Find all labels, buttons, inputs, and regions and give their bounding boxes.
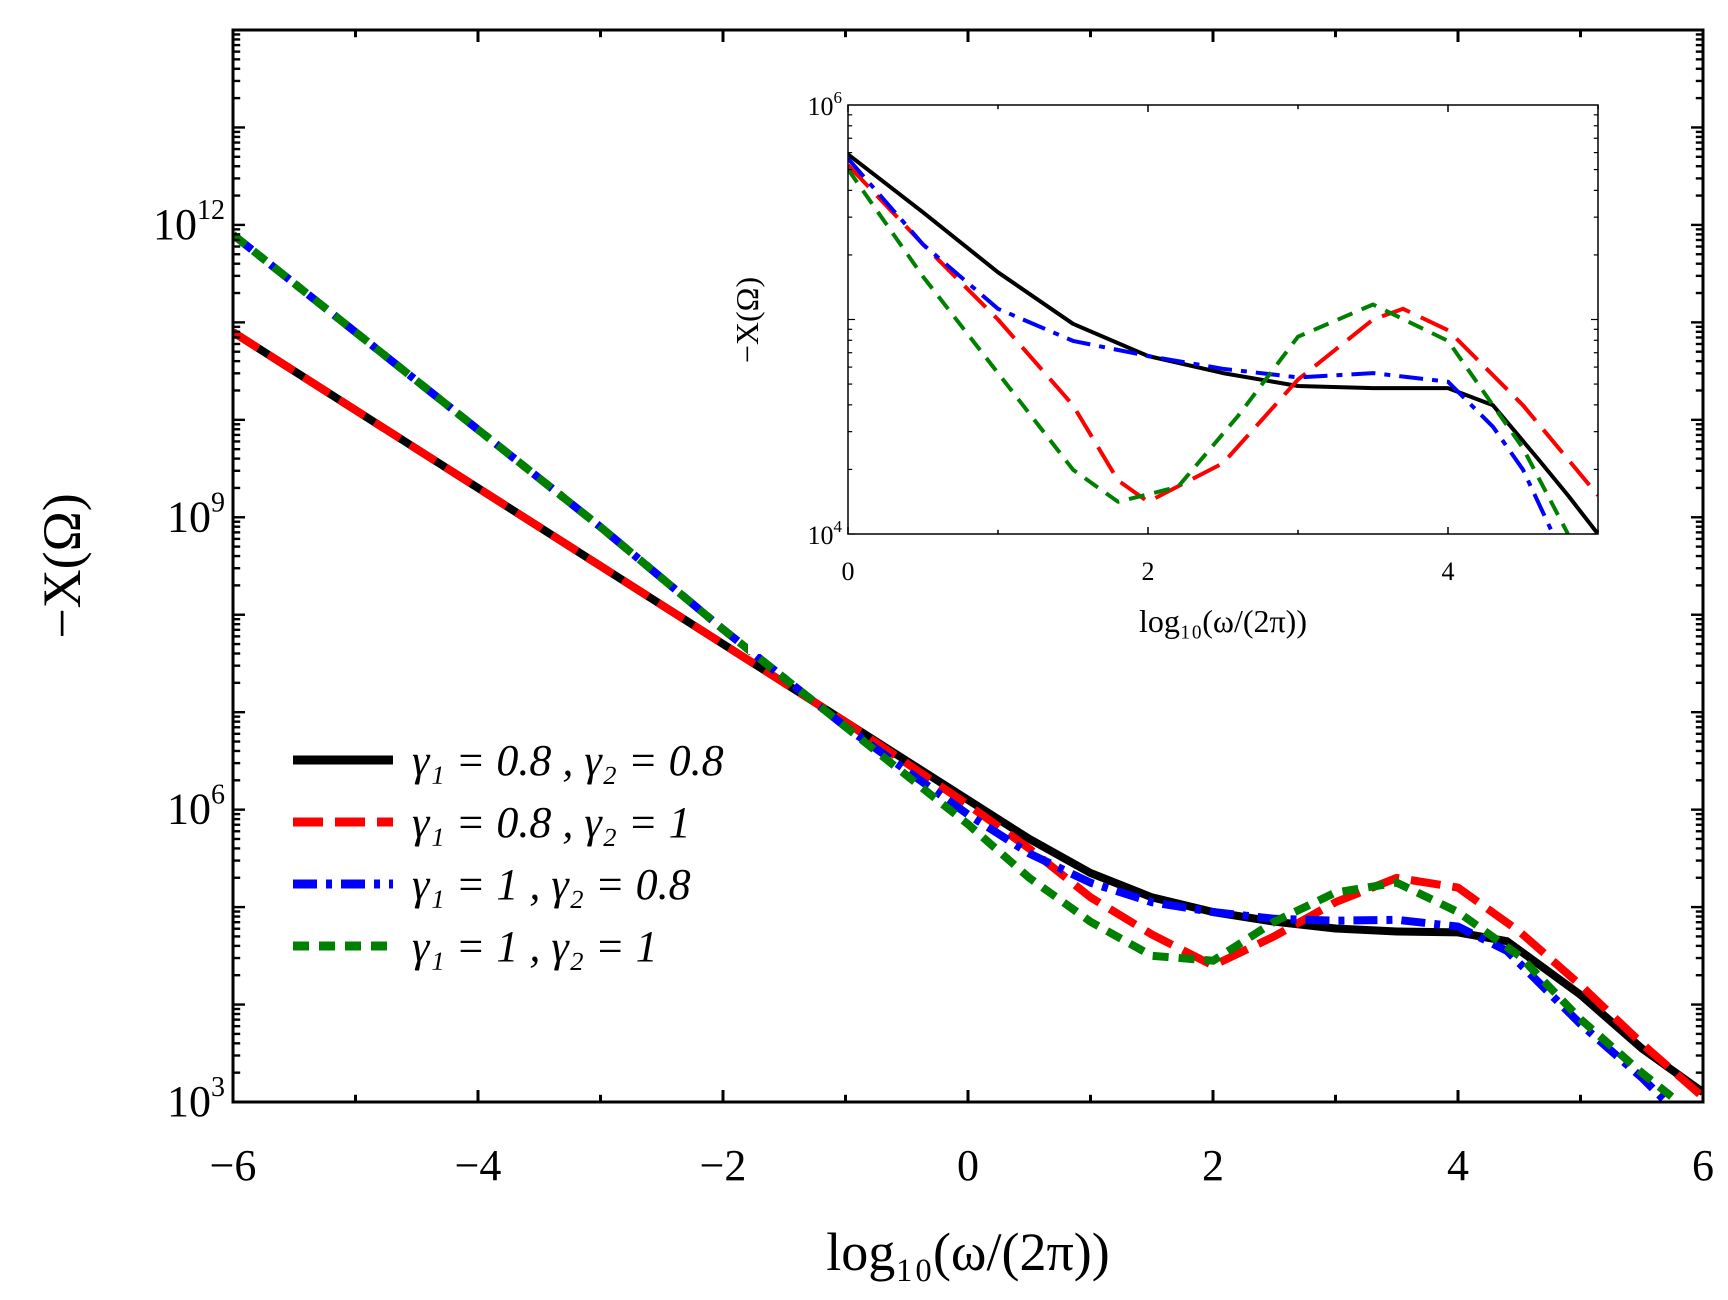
inset-x-tick-label: 4 [1442,557,1455,586]
inset-backdrop [748,85,1628,654]
main-y-tick-exp: 9 [211,487,225,518]
main-x-tick-label: −6 [210,1141,257,1190]
main-series-s2-line [233,328,1703,1101]
main-legend: γ₁ = 0.8 , γ₂ = 0.8 γ₁ = 0.8 , γ₂ = 1 γ₁ =… [293,736,724,971]
main-series-group [233,231,1703,1102]
main-y-tick-label: 106 [167,780,225,834]
inset-series-group [848,152,1598,534]
main-x-tick-label: −4 [455,1141,502,1190]
main-x-tick-label: 2 [1202,1141,1224,1190]
inset-y-axis-label: −X(Ω) [729,277,765,363]
main-legend-label-s1: γ₁ = 0.8 , γ₂ = 0.8 [412,736,724,785]
main-y-tick-label: 1012 [153,195,225,249]
inset-series-s3-line [848,157,1555,534]
inset-series-s4-line [848,168,1570,534]
main-y-tick-label: 103 [167,1072,225,1126]
main-chart: −6 −4 −2 0 2 4 61031061091012log₁₀(ω/(2π))−X(Ω… [32,28,1714,1282]
main-y-tick-base: 10 [153,200,197,249]
main-x-tick-label: 0 [957,1141,979,1190]
main-y-tick-base: 10 [167,1077,211,1126]
inset-x-axis-label: log₁₀(ω/(2π)) [1139,603,1307,639]
main-y-tick-base: 10 [167,492,211,541]
main-y-axis-label: −X(Ω) [32,493,92,639]
main-x-tick-label: 4 [1447,1141,1469,1190]
main-y-tick-label: 109 [167,487,225,541]
main-y-tick-exp: 12 [197,195,225,226]
main-legend-label-s2: γ₁ = 0.8 , γ₂ = 1 [412,798,691,847]
inset-series-s2-line [848,163,1598,504]
inset-x-tick-label: 2 [1142,557,1155,586]
main-legend-label-s4: γ₁ = 1 , γ₂ = 1 [412,922,658,971]
inset-y-tick-label: 104 [808,517,843,550]
inset-y-tick-base: 10 [808,521,834,550]
main-series-s4-line [233,231,1681,1102]
inset-series-s1-line [848,152,1598,534]
inset-y-tick-base: 10 [808,92,834,121]
main-y-tick-base: 10 [167,785,211,834]
main-y-tick-exp: 6 [211,780,225,811]
main-legend-label-s3: γ₁ = 1 , γ₂ = 0.8 [412,860,691,909]
main-x-axis-label: log₁₀(ω/(2π)) [826,1222,1109,1282]
main-y-tick-exp: 3 [211,1072,225,1103]
inset-x-tick-label: 0 [842,557,855,586]
inset-y-tick-exp: 6 [834,88,843,107]
inset-y-tick-exp: 4 [834,517,843,536]
inset-y-tick-label: 106 [808,88,843,121]
main-x-tick-label: −2 [700,1141,747,1190]
main-x-tick-label: 6 [1692,1141,1714,1190]
